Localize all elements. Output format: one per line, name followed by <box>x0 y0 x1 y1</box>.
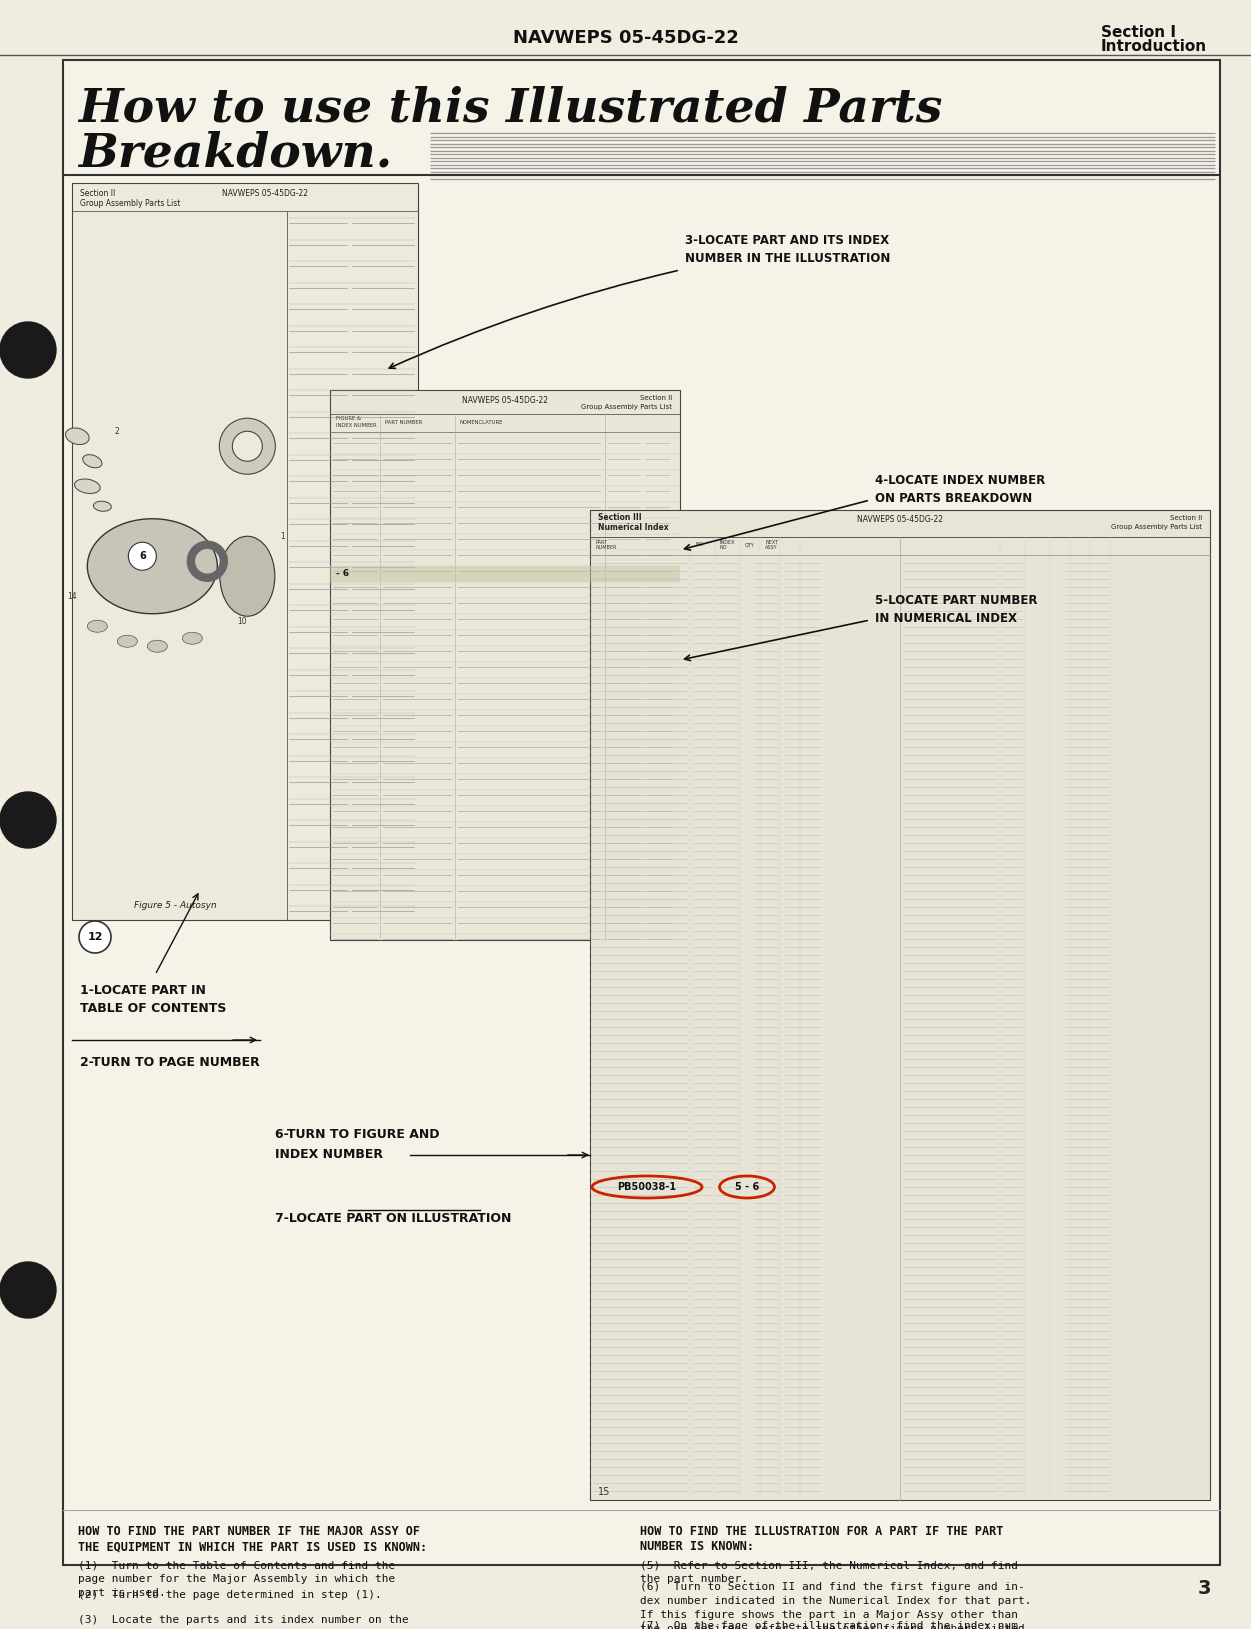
Ellipse shape <box>88 621 108 632</box>
Text: TABLE OF CONTENTS: TABLE OF CONTENTS <box>80 1002 226 1015</box>
Bar <box>73 182 418 920</box>
Text: - 6: - 6 <box>337 570 349 578</box>
Bar <box>330 389 681 940</box>
Text: HOW TO FIND THE ILLUSTRATION FOR A PART IF THE PART: HOW TO FIND THE ILLUSTRATION FOR A PART … <box>641 1525 1003 1538</box>
Text: 3: 3 <box>1197 1580 1211 1598</box>
Text: 7-LOCATE PART ON ILLUSTRATION: 7-LOCATE PART ON ILLUSTRATION <box>275 1212 512 1225</box>
Text: ON PARTS BREAKDOWN: ON PARTS BREAKDOWN <box>874 492 1032 505</box>
Text: 6-TURN TO FIGURE AND: 6-TURN TO FIGURE AND <box>275 1129 439 1142</box>
Text: HOW TO FIND THE PART NUMBER IF THE MAJOR ASSY OF: HOW TO FIND THE PART NUMBER IF THE MAJOR… <box>78 1525 420 1538</box>
Circle shape <box>0 1262 56 1318</box>
Text: (1)  Turn to the Table of Contents and find the
page number for the Major Assemb: (1) Turn to the Table of Contents and fi… <box>78 1561 395 1598</box>
Text: (6)  Turn to Section II and find the first figure and in-
dex number indicated i: (6) Turn to Section II and find the firs… <box>641 1582 1032 1629</box>
Text: Section II: Section II <box>80 189 115 197</box>
Circle shape <box>219 419 275 474</box>
Text: 4-LOCATE INDEX NUMBER: 4-LOCATE INDEX NUMBER <box>874 474 1046 487</box>
Ellipse shape <box>94 502 111 512</box>
Circle shape <box>129 542 156 570</box>
Text: IN NUMERICAL INDEX: IN NUMERICAL INDEX <box>874 611 1017 624</box>
Text: Group Assembly Parts List: Group Assembly Parts List <box>1111 525 1202 529</box>
Ellipse shape <box>183 632 203 643</box>
Text: Group Assembly Parts List: Group Assembly Parts List <box>80 199 180 207</box>
Text: INDEX
NO: INDEX NO <box>721 539 736 551</box>
Text: NAVWEPS 05-45DG-22: NAVWEPS 05-45DG-22 <box>221 189 308 197</box>
Text: Introduction: Introduction <box>1101 39 1207 54</box>
Text: 10: 10 <box>238 617 248 626</box>
Text: INDEX NUMBER: INDEX NUMBER <box>275 1148 383 1161</box>
Text: 5 - 6: 5 - 6 <box>734 1183 759 1192</box>
Text: 12: 12 <box>88 932 103 942</box>
Text: Section III: Section III <box>598 513 642 523</box>
Text: QTY: QTY <box>746 542 754 547</box>
Circle shape <box>0 323 56 378</box>
Text: Section I: Section I <box>1101 24 1176 39</box>
Circle shape <box>79 920 111 953</box>
Text: FIGURE &
INDEX NUMBER: FIGURE & INDEX NUMBER <box>337 417 377 427</box>
Text: 15: 15 <box>598 1487 610 1497</box>
Ellipse shape <box>220 536 275 616</box>
Text: Group Assembly Parts List: Group Assembly Parts List <box>580 404 672 411</box>
Text: 2-TURN TO PAGE NUMBER: 2-TURN TO PAGE NUMBER <box>80 1056 260 1069</box>
Text: Section II: Section II <box>1170 515 1202 521</box>
Text: NAVWEPS 05-45DG-22: NAVWEPS 05-45DG-22 <box>857 515 943 525</box>
Text: 3-LOCATE PART AND ITS INDEX: 3-LOCATE PART AND ITS INDEX <box>686 233 889 246</box>
Circle shape <box>233 432 263 461</box>
Text: PART NUMBER: PART NUMBER <box>385 420 423 425</box>
Text: 1: 1 <box>280 531 285 541</box>
Text: NOMENCLATURE: NOMENCLATURE <box>460 420 503 425</box>
Text: PART
NUMBER: PART NUMBER <box>595 539 617 551</box>
Text: PB50038-1: PB50038-1 <box>618 1183 677 1192</box>
Text: Section II: Section II <box>639 394 672 401</box>
Text: Numerical Index: Numerical Index <box>598 523 668 533</box>
Text: NAVWEPS 05-45DG-22: NAVWEPS 05-45DG-22 <box>462 396 548 404</box>
Ellipse shape <box>65 428 89 445</box>
Text: FIG: FIG <box>696 542 703 547</box>
Circle shape <box>0 792 56 849</box>
Text: (7)  On the face of the illustration, find the index num-
ber determined in step: (7) On the face of the illustration, fin… <box>641 1619 1025 1629</box>
Text: Figure 5 - Autosyn: Figure 5 - Autosyn <box>134 901 218 909</box>
Text: How to use this Illustrated Parts: How to use this Illustrated Parts <box>78 85 942 130</box>
Text: NEXT
ASSY: NEXT ASSY <box>766 539 778 551</box>
Ellipse shape <box>88 518 218 614</box>
Text: NAVWEPS 05-45DG-22: NAVWEPS 05-45DG-22 <box>513 29 738 47</box>
Text: (3)  Locate the parts and its index number on the
illustration.: (3) Locate the parts and its index numbe… <box>78 1614 409 1629</box>
Bar <box>330 565 681 582</box>
Ellipse shape <box>83 454 103 468</box>
Text: NUMBER IS KNOWN:: NUMBER IS KNOWN: <box>641 1539 754 1552</box>
Ellipse shape <box>148 640 168 652</box>
Text: 14: 14 <box>68 591 78 601</box>
Text: THE EQUIPMENT IN WHICH THE PART IS USED IS KNOWN:: THE EQUIPMENT IN WHICH THE PART IS USED … <box>78 1539 427 1552</box>
Text: 5-LOCATE PART NUMBER: 5-LOCATE PART NUMBER <box>874 593 1037 606</box>
Text: 2: 2 <box>115 427 120 435</box>
Ellipse shape <box>75 479 100 494</box>
Text: 1-LOCATE PART IN: 1-LOCATE PART IN <box>80 984 206 997</box>
Text: Breakdown.: Breakdown. <box>78 130 393 176</box>
Ellipse shape <box>118 635 138 647</box>
Text: (2)  Turn to the page determined in step (1).: (2) Turn to the page determined in step … <box>78 1590 382 1600</box>
Text: 6: 6 <box>139 551 145 562</box>
Text: NUMBER IN THE ILLUSTRATION: NUMBER IN THE ILLUSTRATION <box>686 251 891 264</box>
Text: (5)  Refer to Section III, the Numerical Index, and find
the part number.: (5) Refer to Section III, the Numerical … <box>641 1561 1018 1583</box>
Bar <box>590 510 1210 1500</box>
